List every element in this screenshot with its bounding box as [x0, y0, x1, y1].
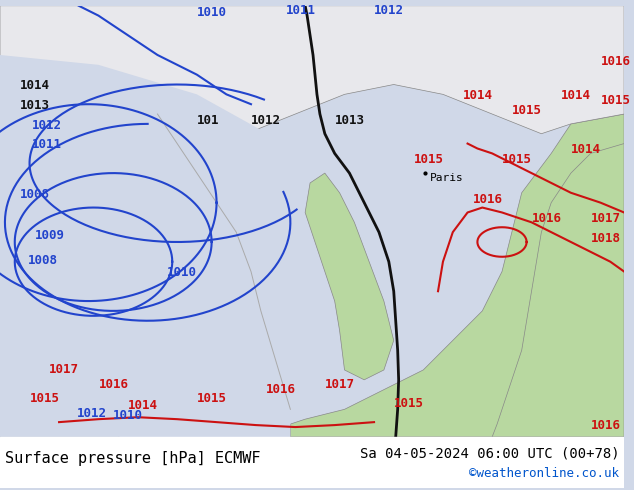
Text: 1016: 1016: [531, 212, 562, 225]
Text: 1008: 1008: [27, 254, 58, 267]
Text: 1011: 1011: [285, 3, 316, 17]
Polygon shape: [492, 144, 624, 437]
Text: 1016: 1016: [600, 55, 630, 68]
Polygon shape: [0, 55, 177, 437]
Text: Surface pressure [hPa] ECMWF: Surface pressure [hPa] ECMWF: [5, 451, 261, 466]
Bar: [0, 437, 624, 488]
Text: 1009: 1009: [34, 229, 65, 242]
Text: 1016: 1016: [98, 378, 129, 391]
Text: 1014: 1014: [463, 89, 493, 102]
Text: 1015: 1015: [30, 392, 60, 405]
Text: 1016: 1016: [472, 193, 503, 206]
Text: 1014: 1014: [128, 399, 158, 412]
Text: 1013: 1013: [20, 99, 49, 112]
Text: 1015: 1015: [197, 392, 227, 405]
Text: 1018: 1018: [591, 232, 621, 245]
Text: 101: 101: [197, 114, 219, 127]
Text: 1013: 1013: [335, 114, 365, 127]
Text: 1014: 1014: [20, 79, 49, 93]
Polygon shape: [0, 55, 285, 437]
Text: 1011: 1011: [32, 139, 61, 151]
Text: 1010: 1010: [197, 5, 227, 19]
Polygon shape: [0, 6, 624, 144]
Text: 1015: 1015: [502, 153, 532, 166]
Text: 1012: 1012: [374, 3, 404, 17]
Text: 1010: 1010: [167, 267, 197, 279]
Text: 1015: 1015: [512, 104, 542, 117]
Polygon shape: [290, 114, 624, 437]
Text: 1016: 1016: [591, 419, 621, 432]
Text: 1017: 1017: [325, 378, 355, 391]
Text: 1008: 1008: [20, 188, 49, 201]
Text: 1012: 1012: [32, 119, 61, 132]
Polygon shape: [305, 173, 394, 380]
Text: 1014: 1014: [571, 144, 601, 156]
Text: 1010: 1010: [113, 409, 143, 422]
Text: 1014: 1014: [561, 89, 591, 102]
Polygon shape: [138, 124, 305, 437]
Text: 1017: 1017: [49, 363, 79, 376]
Text: ©weatheronline.co.uk: ©weatheronline.co.uk: [469, 467, 619, 480]
Text: 1015: 1015: [600, 94, 630, 107]
Text: 1012: 1012: [251, 114, 281, 127]
Text: 1017: 1017: [591, 212, 621, 225]
Text: Paris: Paris: [430, 173, 464, 183]
Text: 1015: 1015: [413, 153, 443, 166]
Text: Sa 04-05-2024 06:00 UTC (00+78): Sa 04-05-2024 06:00 UTC (00+78): [359, 446, 619, 461]
Text: 1012: 1012: [77, 407, 107, 420]
Text: 1016: 1016: [266, 383, 296, 395]
Text: 1015: 1015: [394, 397, 424, 410]
